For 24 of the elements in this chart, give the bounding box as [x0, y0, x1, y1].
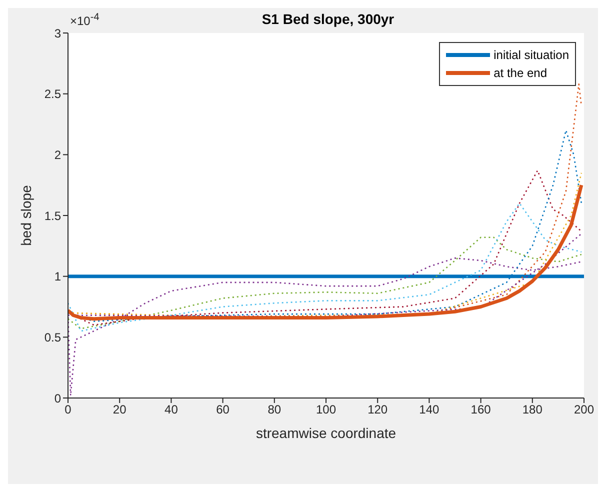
y-tick-label: 0.5	[44, 330, 62, 344]
x-tick-label: 140	[419, 402, 440, 417]
y-tick-label: 2	[54, 148, 62, 162]
y-axis-title: bed slope	[18, 184, 34, 246]
y-tick-label: 0	[54, 391, 62, 406]
y-tick-label: 3	[54, 26, 62, 40]
x-tick-label: 120	[368, 402, 388, 417]
x-tick-label: 160	[470, 402, 492, 417]
y-tick-label: 2.5	[44, 87, 62, 102]
x-tick-label: 100	[316, 402, 336, 417]
x-tick-label: 60	[216, 402, 230, 417]
x-axis-title: streamwise coordinate	[256, 425, 396, 441]
x-tick-label: 200	[574, 402, 594, 417]
x-tick-label: 180	[522, 402, 543, 417]
legend-label: initial situation	[494, 48, 569, 62]
x-tick-label: 0	[64, 402, 72, 417]
chart-title: S1 Bed slope, 300yr	[262, 11, 395, 27]
y-tick-label: 1.5	[44, 208, 62, 223]
text: ×10$^{-4}$	[70, 12, 100, 28]
legend-label: at the end	[494, 66, 548, 80]
x-tick-label: 40	[164, 402, 178, 417]
y-tick-label: 1	[54, 270, 62, 284]
x-tick-label: 20	[112, 402, 127, 417]
x-tick-label: 80	[268, 402, 282, 417]
